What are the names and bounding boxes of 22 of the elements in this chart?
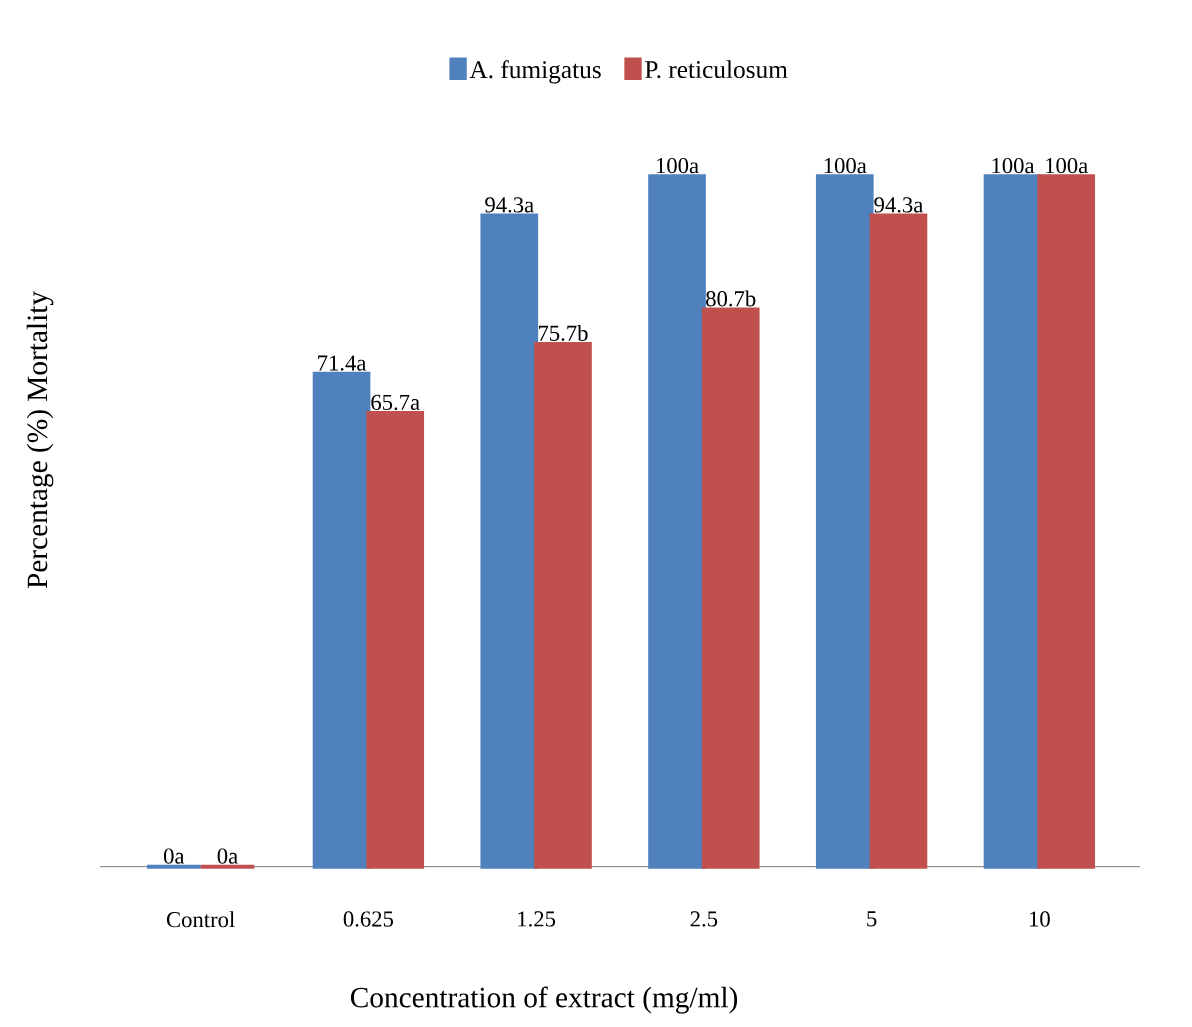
data-label: 100a bbox=[992, 158, 1035, 174]
x-tick-label: 5 bbox=[867, 911, 877, 927]
data-label: 75.7b bbox=[538, 325, 588, 342]
data-label: 65.7a bbox=[371, 394, 420, 411]
legend-label: A. fumigatus bbox=[469, 60, 601, 84]
x-tick-label: 2.5 bbox=[690, 911, 718, 927]
x-axis-title: Concentration of extract (mg/ml) bbox=[350, 986, 738, 1014]
data-label: 100a bbox=[824, 158, 867, 174]
legend-label: P. reticulosum bbox=[645, 60, 788, 79]
data-label: 94.3a bbox=[485, 197, 534, 213]
data-label: 100a bbox=[656, 158, 699, 174]
x-tick-label: 0.625 bbox=[343, 911, 394, 927]
x-tick-label: 10 bbox=[1030, 911, 1050, 927]
data-label: 80.7b bbox=[706, 290, 756, 307]
y-axis-title: Percentage (%) Mortality bbox=[26, 291, 54, 589]
data-label: 71.4a bbox=[318, 355, 367, 371]
data-label: 100a bbox=[1046, 158, 1088, 174]
x-tick-label: Control bbox=[166, 911, 235, 928]
data-label: 94.3a bbox=[874, 197, 923, 213]
x-tick-label: 1.25 bbox=[518, 911, 556, 927]
data-label: 0a bbox=[163, 848, 185, 864]
data-label: 0a bbox=[217, 848, 238, 864]
